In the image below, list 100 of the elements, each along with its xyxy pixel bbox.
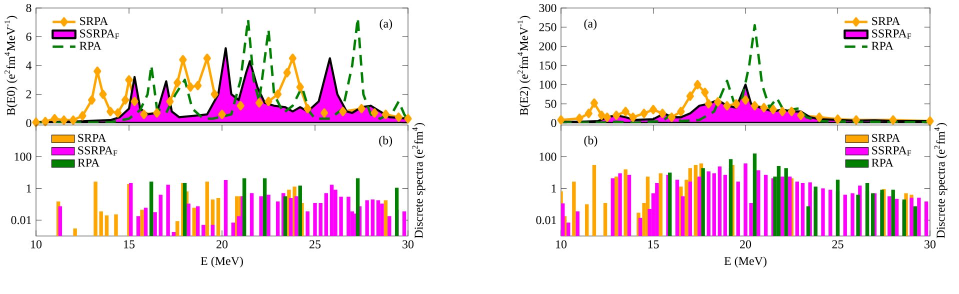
point: [760, 103, 768, 112]
annotation: (b): [379, 136, 392, 147]
y-tick-label: 150: [540, 61, 556, 70]
point: [186, 82, 194, 92]
x-tick-label: 25: [832, 240, 844, 248]
y-tick-label: 6: [26, 32, 32, 41]
point: [194, 80, 202, 90]
y-tick-label: 1: [552, 184, 556, 192]
x-tick-label: 20: [740, 240, 752, 248]
legend-label: SRPA: [80, 17, 108, 26]
point: [153, 108, 161, 118]
legend-label: SRPA: [872, 17, 900, 26]
y-tick-label: 0.01: [536, 216, 556, 224]
point: [788, 106, 796, 116]
point: [339, 106, 347, 116]
point: [304, 104, 312, 114]
point: [394, 112, 403, 122]
x-tick-label: 10: [31, 240, 42, 248]
point: [557, 115, 565, 125]
y-tick-label: 300: [539, 4, 556, 12]
point: [694, 80, 702, 90]
point: [598, 110, 606, 120]
y-tick-label: 0.01: [11, 216, 32, 224]
point: [732, 99, 740, 108]
x-tick-label: 25: [310, 240, 321, 248]
point: [236, 101, 244, 110]
point: [701, 88, 709, 97]
legend-label: SRPA: [872, 134, 900, 142]
point: [590, 98, 598, 108]
point: [106, 106, 114, 116]
point: [404, 114, 412, 124]
point: [166, 96, 174, 106]
point: [797, 110, 805, 120]
point: [584, 108, 592, 118]
legend-label: SSRPA$_{F}$: [872, 146, 912, 156]
y-axis-title: Discrete spectra (e$^{2}$fm$^{4}$): [412, 123, 426, 238]
point: [640, 108, 648, 118]
point: [629, 112, 637, 122]
point: [264, 96, 272, 106]
point: [130, 96, 138, 106]
point: [714, 97, 722, 107]
point: [121, 95, 130, 105]
y-axis-title: B(E0) (e$^{2}$fm$^{4}$MeV$^{-1}$): [4, 16, 18, 116]
point: [296, 82, 304, 92]
point: [218, 110, 226, 120]
point: [649, 104, 658, 114]
point: [778, 106, 786, 116]
x-axis-title: E (MeV): [200, 256, 243, 268]
y-axis-title: Discrete spectra (e$^{2}$fm$^{4}$): [934, 123, 948, 238]
annotation: (a): [380, 19, 392, 30]
point: [320, 108, 328, 118]
point: [750, 101, 759, 110]
x-tick-label: 30: [924, 240, 936, 248]
x-tick-label: 10: [556, 240, 567, 248]
point: [140, 110, 148, 120]
legend-label: SSRPA$_{F}$: [78, 146, 118, 156]
y-tick-label: 0: [551, 118, 556, 128]
y-tick-label: 8: [26, 4, 32, 12]
point: [99, 90, 107, 99]
point: [612, 110, 620, 120]
annotation: (a): [584, 19, 597, 30]
point: [704, 99, 712, 108]
point: [742, 95, 750, 105]
point: [677, 106, 685, 116]
legend-label: RPA: [80, 42, 102, 50]
legend-label: SSRPA$_{F}$: [872, 29, 912, 39]
x-tick-label: 15: [124, 240, 135, 248]
legend-label: SSRPA$_{F}$: [80, 29, 120, 39]
y-tick-label: 100: [14, 152, 32, 161]
point: [174, 78, 182, 88]
point: [32, 118, 40, 127]
point: [816, 112, 824, 122]
point: [210, 90, 218, 99]
point: [382, 110, 390, 120]
y-tick-label: 2: [26, 90, 32, 98]
y-tick-label: 50: [545, 100, 556, 108]
point: [723, 101, 731, 110]
point: [255, 98, 264, 108]
y-tick-label: 100: [540, 80, 556, 89]
point: [686, 92, 694, 101]
point: [658, 108, 666, 118]
point: [576, 114, 584, 124]
point: [769, 104, 777, 114]
point: [274, 90, 282, 99]
legend-label: RPA: [872, 158, 894, 167]
x-tick-label: 20: [216, 240, 228, 248]
point: [834, 114, 842, 124]
legend-label: SRPA: [78, 134, 106, 142]
point: [622, 106, 630, 116]
x-tick-label: 15: [648, 240, 659, 248]
y-tick-label: 250: [539, 23, 556, 32]
y-tick-label: 0: [26, 118, 32, 128]
point: [69, 115, 78, 125]
point: [852, 115, 860, 125]
y-tick-label: 100: [540, 152, 556, 161]
point: [114, 108, 122, 118]
point: [283, 68, 291, 78]
y-tick-label: 4: [26, 62, 32, 70]
point: [125, 75, 133, 85]
point: [926, 116, 934, 126]
